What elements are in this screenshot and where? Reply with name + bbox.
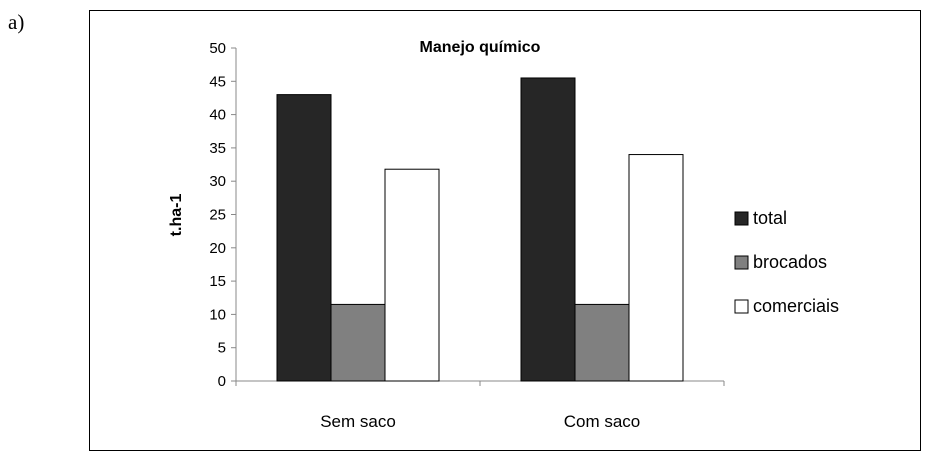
y-tick-label: 40	[209, 107, 226, 124]
x-category-label: Com saco	[564, 412, 641, 431]
y-tick-label: 20	[209, 240, 226, 257]
plot-area: 0 5 10 15 20 25 30 35 40 45 50 Sem saco Com saco	[209, 40, 725, 431]
y-tick-label: 45	[209, 73, 226, 90]
y-tick-label: 15	[209, 273, 226, 290]
legend-label-comerciais: comerciais	[753, 296, 839, 316]
y-tick-label: 30	[209, 173, 226, 190]
y-tick-label: 10	[209, 306, 226, 323]
panel-label: a)	[8, 10, 25, 34]
legend-swatch-total	[734, 211, 749, 226]
y-tick-label: 5	[218, 340, 226, 357]
y-tick-label: 25	[209, 207, 226, 224]
y-tick-label: 50	[209, 40, 226, 57]
y-tick-label: 0	[218, 373, 226, 390]
bar-brocados	[574, 303, 630, 382]
legend-label-total: total	[753, 208, 787, 228]
legend-label-brocados: brocados	[753, 252, 827, 272]
bar-brocados	[330, 303, 386, 382]
chart-frame	[89, 10, 921, 451]
bar-total	[520, 77, 576, 382]
bar-comerciais	[628, 154, 684, 382]
bar-comerciais	[384, 168, 440, 382]
legend-swatch-brocados	[734, 255, 749, 270]
chart-title: Manejo químico	[420, 39, 541, 56]
y-tick-label: 35	[209, 140, 226, 157]
legend-swatch-comerciais	[734, 299, 749, 314]
x-category-label: Sem saco	[320, 412, 396, 431]
y-axis-title: t.ha-1	[168, 194, 185, 237]
legend: total brocados comerciais	[734, 208, 839, 316]
bar-total	[276, 94, 332, 382]
